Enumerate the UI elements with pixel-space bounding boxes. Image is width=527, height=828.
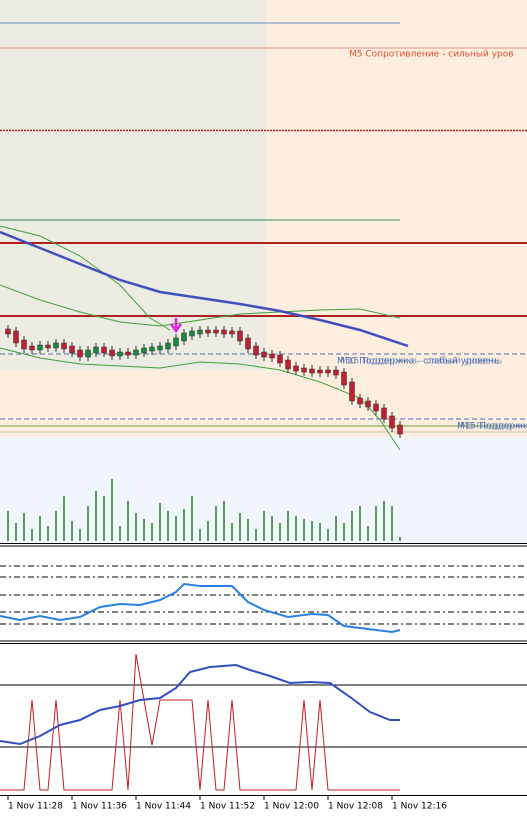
candle-body (229, 330, 235, 335)
candle-body (141, 347, 147, 354)
candle-body (245, 337, 251, 350)
candle-body (333, 369, 339, 376)
level-label: M5 Поддержка (460, 422, 527, 432)
candle-body (341, 371, 347, 386)
candle-body (213, 329, 219, 334)
candle-body (93, 346, 99, 354)
osc2-bg (0, 643, 527, 795)
time-axis: 1 Nov 11:28 1 Nov 11:36 1 Nov 11:44 1 Nov 1… (7, 796, 447, 812)
time-label: 1 Nov 11:28 (8, 802, 63, 812)
time-label: 1 Nov 11:36 (72, 802, 127, 812)
candle-body (277, 354, 283, 364)
candle-body (317, 369, 323, 374)
candle-body (301, 367, 307, 373)
volume-bars (7, 479, 401, 541)
level-label: M30 Поддержка - слабый уровень (337, 357, 499, 367)
session-bg (0, 0, 265, 370)
candle-body (349, 381, 355, 402)
time-label: 1 Nov 12:16 (392, 802, 447, 812)
candle-body (173, 337, 179, 347)
candle-body (149, 346, 155, 352)
band-line (0, 284, 401, 327)
candle-body (109, 349, 115, 357)
candle-body (101, 346, 107, 354)
level-label: M5 Сопротивление - сильный уров (349, 50, 514, 60)
osc-line (0, 582, 401, 634)
level-label: M15 Поддержка (457, 422, 527, 432)
candle-body (365, 400, 371, 408)
candle-body (69, 345, 75, 354)
candle-body (389, 415, 395, 429)
osc2-blue (0, 663, 400, 746)
candle-body (325, 369, 331, 374)
time-label: 1 Nov 12:00 (264, 802, 319, 812)
candle-body (29, 345, 35, 351)
candle-body (181, 332, 187, 342)
level-label: M15 Поддержка - слабый уровень (340, 357, 502, 367)
osc2-red (0, 653, 400, 791)
signal-arrow (169, 318, 183, 334)
candle-body (125, 351, 131, 356)
candle-body (381, 407, 387, 420)
candle-body (53, 342, 59, 349)
candle-body (117, 351, 123, 357)
candle-body (285, 359, 291, 370)
candle-body (189, 330, 195, 337)
candle-body (205, 329, 211, 334)
candle-body (269, 353, 275, 359)
candle-body (373, 403, 379, 412)
band-line (0, 347, 401, 451)
candle-body (253, 345, 259, 356)
time-label: 1 Nov 11:52 (200, 802, 255, 812)
time-label: 1 Nov 11:44 (136, 802, 191, 812)
candle-body (221, 329, 227, 335)
candle-body (13, 330, 19, 344)
candle-body (21, 339, 27, 350)
candle-body (77, 349, 83, 358)
candle-body (293, 365, 299, 372)
candle-body (133, 349, 139, 356)
band-line (0, 225, 171, 331)
candle-body (85, 349, 91, 358)
candle-body (397, 424, 403, 435)
candle-body (37, 344, 43, 351)
candle-body (357, 397, 363, 405)
candle-body (5, 328, 11, 335)
candle-body (261, 351, 267, 358)
moving-average (0, 230, 409, 348)
candle-body (197, 329, 203, 335)
candle-body (61, 342, 67, 350)
candle-body (165, 342, 171, 350)
candles (5, 325, 403, 438)
time-label: 1 Nov 12:08 (328, 802, 383, 812)
candle-body (237, 330, 243, 342)
osc-bg (0, 546, 527, 640)
candle-body (309, 368, 315, 374)
candle-body (45, 344, 51, 349)
candle-body (157, 345, 163, 351)
